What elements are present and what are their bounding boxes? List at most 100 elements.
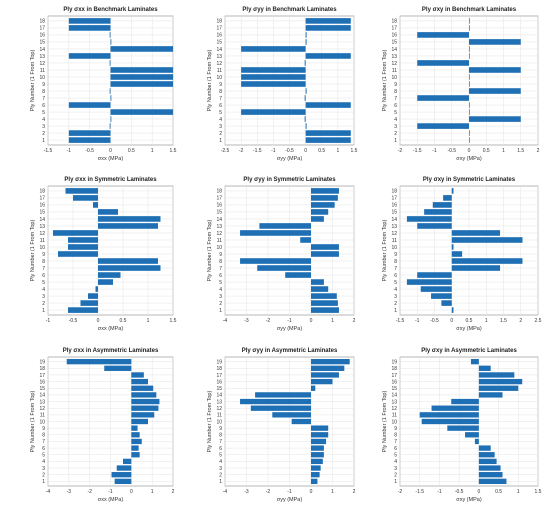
y-tick-label: 1 [219,308,222,314]
y-tick-label: 1 [394,479,397,485]
bar-ply-17 [478,372,515,378]
x-tick-label: 2 [353,489,356,495]
y-tick-label: 6 [219,273,222,279]
bar-ply-6 [469,102,470,108]
x-tick-label: -2 [398,489,403,495]
x-tick-label: -2 [398,148,403,154]
bar-ply-5 [110,109,173,115]
bar-ply-19 [66,358,132,365]
bar-ply-13 [98,223,158,229]
bar-ply-3 [431,293,452,299]
subplot-8: -4 -3 -2 -1 0 1 212345678910111213141516171819… [207,348,356,503]
bar-ply-10 [469,74,470,80]
bar-ply-7 [417,95,469,101]
bar-ply-6 [285,272,311,278]
bar-ply-4 [420,286,452,292]
bar-ply-13 [451,398,479,405]
subplot-2: -2.5 -2 -1.5 -1 -0.5 0 0.5 1 1.51234567891011121… [207,7,358,162]
y-tick-label: 12 [216,61,222,67]
y-tick-label: 7 [394,439,397,445]
y-tick-label: 16 [391,379,397,385]
y-tick-label: 9 [394,426,397,432]
y-tick-label: 10 [39,75,45,81]
y-tick-label: 9 [219,252,222,258]
bar-ply-4 [110,116,112,122]
bar-ply-11 [300,237,311,243]
y-tick-label: 7 [219,439,222,445]
x-tick-label: 0.5 [120,318,127,324]
bar-ply-14 [406,216,452,222]
x-tick-label: -1.5 [396,318,405,324]
bar-ply-13 [305,53,351,59]
bar-ply-12 [417,60,469,66]
y-tick-label: 12 [391,406,397,412]
bar-ply-6 [417,272,452,278]
y-tick-label: 4 [42,459,45,465]
x-tick-label: 2 [353,318,356,324]
y-tick-label: 16 [216,33,222,39]
y-tick-label: 17 [39,196,45,202]
y-tick-label: 13 [216,54,222,60]
y-tick-label: 3 [42,466,45,472]
y-tick-label: 17 [391,196,397,202]
bar-ply-9 [311,251,339,257]
bar-ply-16 [417,32,469,38]
y-tick-label: 13 [39,224,45,230]
bar-ply-17 [311,372,339,378]
y-tick-label: 7 [42,96,45,102]
y-tick-label: 15 [216,210,222,216]
bar-ply-10 [451,244,454,250]
x-tick-label: 0 [477,489,480,495]
bar-ply-6 [305,102,351,108]
bar-ply-19 [311,358,350,365]
bar-ply-9 [447,425,479,431]
x-tick-label: 1 [151,489,154,495]
y-tick-label: 2 [219,472,222,478]
y-tick-label: 8 [394,89,397,95]
x-tick-label: -1 [287,489,292,495]
bar-ply-16 [432,202,452,208]
bar-ply-18 [311,365,345,371]
y-tick-label: 18 [216,19,222,25]
bar-ply-13 [469,53,470,59]
subplot-6: -1.5 -1 -0.5 0 0.5 1 1.5 2 2.5123456789101112131… [382,177,542,332]
y-axis-label: Ply Number (1 From Top) [30,391,36,453]
bar-ply-14 [478,392,503,398]
bar-ply-15 [424,209,452,215]
x-tick-label: 1.5 [170,318,177,324]
bar-ply-6 [478,445,491,451]
y-tick-label: 13 [391,54,397,60]
x-tick-label: 2 [519,318,522,324]
x-tick-label: 1.5 [170,148,177,154]
y-tick-label: 10 [39,245,45,251]
y-tick-label: 4 [219,287,222,293]
y-tick-label: 10 [216,75,222,81]
bar-ply-17 [68,25,111,31]
y-tick-label: 5 [42,110,45,116]
y-tick-label: 11 [392,238,397,244]
y-tick-label: 9 [394,252,397,258]
y-tick-label: 1 [219,138,222,144]
y-tick-label: 8 [219,89,222,95]
x-tick-label: 1 [151,148,154,154]
bar-ply-18 [478,365,491,371]
y-tick-label: 5 [219,453,222,459]
bar-ply-1 [305,137,351,143]
x-tick-label: -3 [67,489,72,495]
bar-ply-9 [58,251,98,257]
bar-ply-19 [470,358,479,365]
y-tick-label: 11 [392,68,397,74]
bar-ply-16 [311,378,333,385]
subplot-title: Ply σyy in Asymmetric Laminates [242,348,338,354]
bar-ply-15 [311,385,316,391]
bar-ply-12 [53,230,98,236]
y-tick-label: 15 [39,210,45,216]
y-tick-label: 19 [216,359,222,365]
y-tick-label: 10 [216,245,222,251]
bar-ply-5 [311,452,324,458]
bar-ply-8 [240,258,311,264]
y-tick-label: 6 [219,103,222,109]
bar-ply-8 [451,258,523,264]
y-tick-label: 3 [219,124,222,130]
y-tick-label: 18 [216,366,222,372]
